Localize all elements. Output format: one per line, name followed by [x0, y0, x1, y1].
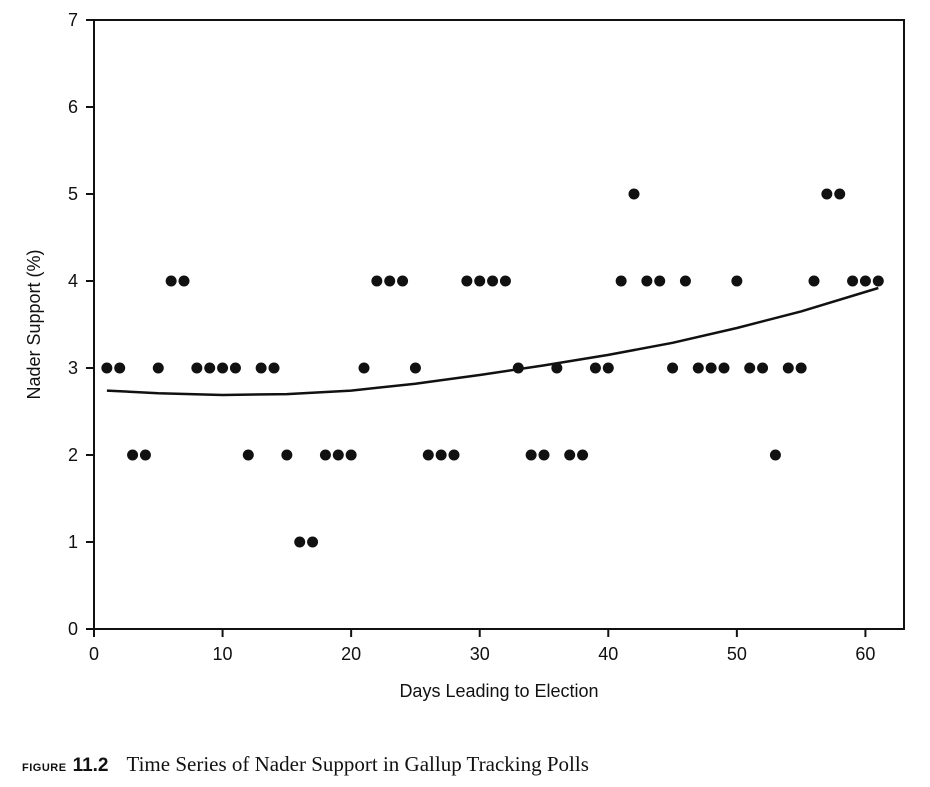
- x-axis-title: Days Leading to Election: [399, 681, 598, 701]
- data-point: [332, 449, 344, 461]
- data-point: [602, 362, 614, 374]
- data-point: [757, 362, 769, 374]
- data-point: [847, 275, 859, 287]
- data-point: [525, 449, 537, 461]
- y-tick-label: 4: [68, 271, 78, 291]
- data-point: [769, 449, 781, 461]
- data-point: [628, 188, 640, 200]
- y-tick-label: 2: [68, 445, 78, 465]
- x-tick-label: 10: [213, 644, 233, 664]
- x-tick-label: 0: [89, 644, 99, 664]
- data-point: [191, 362, 203, 374]
- figure-number: 11.2: [72, 755, 109, 776]
- data-point: [744, 362, 756, 374]
- data-point: [139, 449, 151, 461]
- data-point: [795, 362, 807, 374]
- data-point: [538, 449, 550, 461]
- x-tick-label: 20: [341, 644, 361, 664]
- data-point: [217, 362, 229, 374]
- data-point: [255, 362, 267, 374]
- data-point: [358, 362, 370, 374]
- y-tick-label: 1: [68, 532, 78, 552]
- data-point: [409, 362, 421, 374]
- figure-title: Time Series of Nader Support in Gallup T…: [126, 752, 589, 776]
- data-point: [577, 449, 589, 461]
- data-point: [165, 275, 177, 287]
- data-point: [345, 449, 357, 461]
- x-tick-label: 40: [598, 644, 618, 664]
- data-point: [114, 362, 126, 374]
- data-point: [371, 275, 383, 287]
- data-point: [281, 449, 293, 461]
- data-point: [834, 188, 846, 200]
- data-point: [679, 275, 691, 287]
- data-point: [499, 275, 511, 287]
- data-point: [589, 362, 601, 374]
- data-point: [474, 275, 486, 287]
- trend-line: [106, 286, 879, 397]
- data-point: [551, 362, 563, 374]
- data-point: [127, 449, 139, 461]
- x-tick-label: 50: [727, 644, 747, 664]
- data-point: [268, 362, 280, 374]
- plot-area-frame: [93, 19, 905, 630]
- data-point: [319, 449, 331, 461]
- data-point: [294, 536, 306, 548]
- figure-caption: FIGURE 11.2 Time Series of Nader Support…: [22, 752, 589, 777]
- data-point: [435, 449, 447, 461]
- y-axis-title: Nader Support (%): [24, 249, 44, 399]
- data-point: [615, 275, 627, 287]
- data-point: [101, 362, 113, 374]
- data-point: [654, 275, 666, 287]
- x-tick-label: 30: [470, 644, 490, 664]
- data-point: [422, 449, 434, 461]
- data-point: [397, 275, 409, 287]
- y-tick-label: 5: [68, 184, 78, 204]
- data-point: [229, 362, 241, 374]
- data-point: [731, 275, 743, 287]
- scatter-chart: 0 10 20 30 40 50 60 0 1 2 3 4 5 6 7 Days Leading to E…: [24, 10, 905, 701]
- data-point: [692, 362, 704, 374]
- x-tick-label: 60: [855, 644, 875, 664]
- data-point: [384, 275, 396, 287]
- data-point: [152, 362, 164, 374]
- y-tick-label: 0: [68, 619, 78, 639]
- data-point: [872, 275, 884, 287]
- data-point: [782, 362, 794, 374]
- data-point: [705, 362, 717, 374]
- y-tick-label: 3: [68, 358, 78, 378]
- data-point: [808, 275, 820, 287]
- data-point: [821, 188, 833, 200]
- data-point: [487, 275, 499, 287]
- data-point: [859, 275, 871, 287]
- data-point: [641, 275, 653, 287]
- data-point: [512, 362, 524, 374]
- data-point: [178, 275, 190, 287]
- data-point: [461, 275, 473, 287]
- data-point: [564, 449, 576, 461]
- data-point: [204, 362, 216, 374]
- data-point: [448, 449, 460, 461]
- data-point: [718, 362, 730, 374]
- data-point: [307, 536, 319, 548]
- figure-label: FIGURE: [22, 762, 67, 774]
- data-point: [242, 449, 254, 461]
- y-tick-label: 7: [68, 10, 78, 30]
- data-point: [667, 362, 679, 374]
- y-tick-label: 6: [68, 97, 78, 117]
